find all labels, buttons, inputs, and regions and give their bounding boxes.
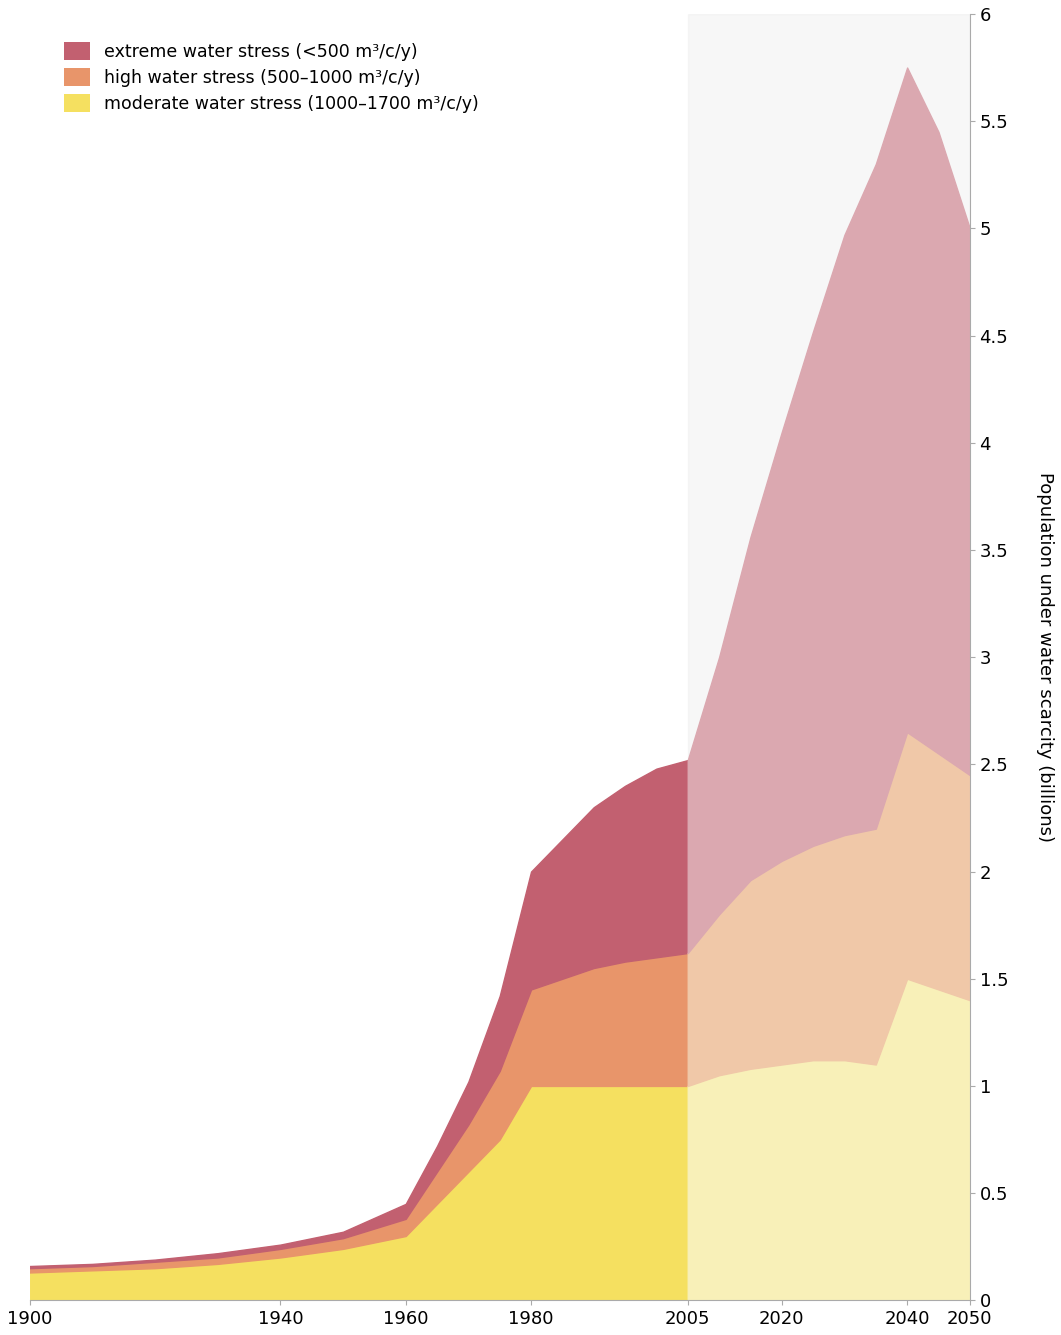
Y-axis label: Population under water scarcity (billions): Population under water scarcity (billion… <box>1036 473 1054 842</box>
Legend: extreme water stress (<500 m³/c/y), high water stress (500–1000 m³/c/y), moderat: extreme water stress (<500 m³/c/y), high… <box>57 36 486 120</box>
Bar <box>688 13 970 1300</box>
